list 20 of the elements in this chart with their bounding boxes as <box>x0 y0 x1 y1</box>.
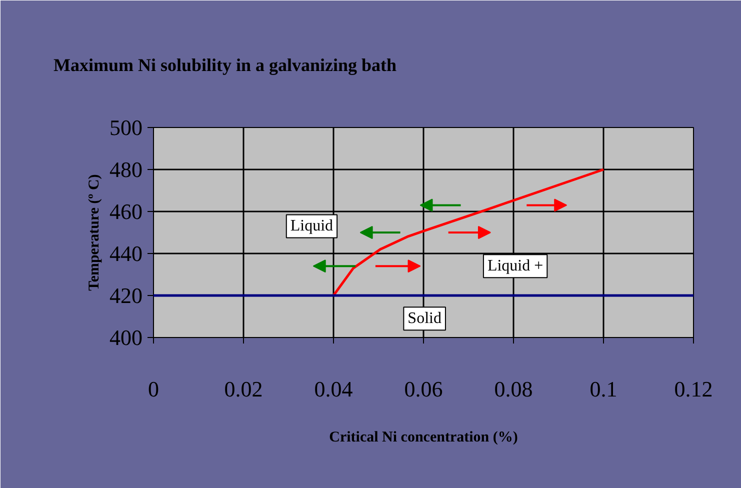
x-tick-label: 0 <box>148 376 159 402</box>
annotation: Liquid <box>290 218 334 235</box>
y-tick-label: 400 <box>110 325 142 350</box>
x-tick-label: 0.06 <box>404 376 443 402</box>
x-tick-label: 0.12 <box>674 376 713 402</box>
x-tick-label: 0.1 <box>590 376 618 402</box>
x-axis-title: Critical Ni concentration (%) <box>329 430 518 446</box>
x-tick-label: 0.02 <box>224 376 263 402</box>
line-series <box>332 168 605 297</box>
y-tick-label: 500 <box>110 115 142 140</box>
y-tick-label: 480 <box>110 157 142 182</box>
y-tick-label: 460 <box>110 199 142 224</box>
y-tick-label: 420 <box>110 283 142 308</box>
y-axis-title: Temperature (º C) <box>86 174 102 291</box>
y-tick-label: 440 <box>110 241 142 266</box>
annotation: Liquid + <box>487 258 544 275</box>
annotation: Solid <box>408 310 442 328</box>
x-tick-label: 0.08 <box>494 376 533 402</box>
x-tick-label: 0.04 <box>314 376 353 402</box>
chart-title: Maximum Ni solubility in a galvanizing bath <box>54 55 397 75</box>
